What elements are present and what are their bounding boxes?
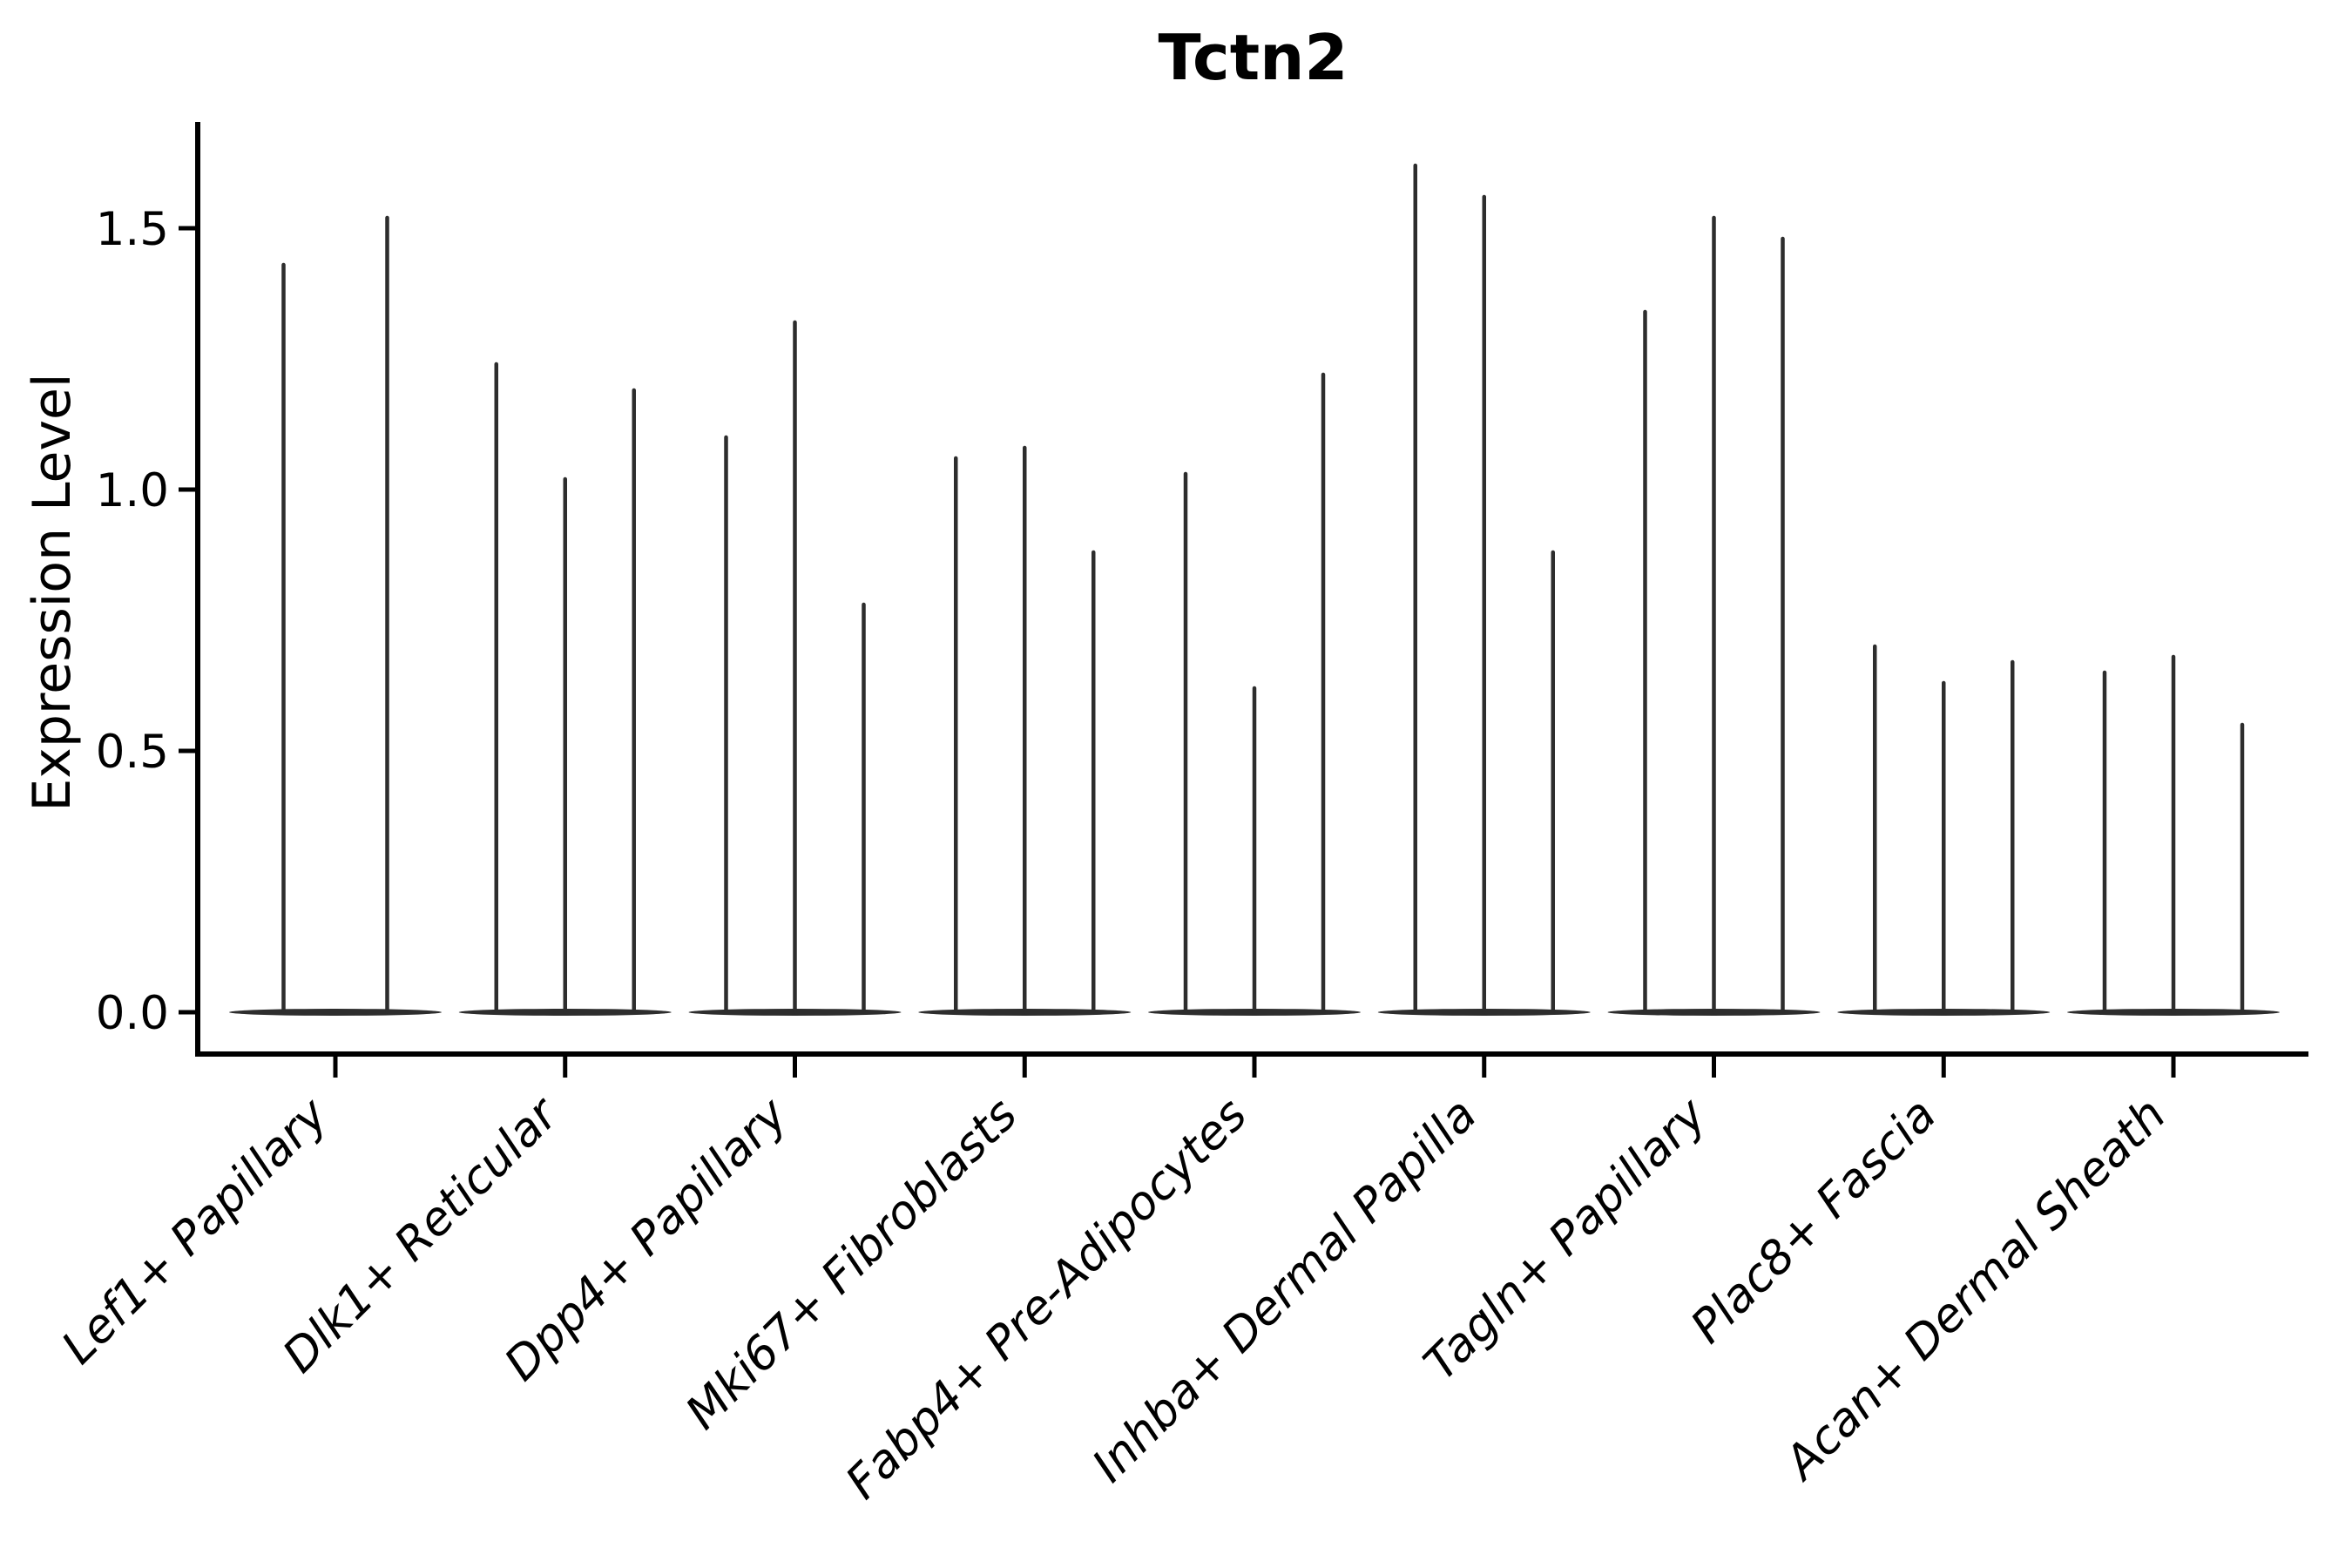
y-tick-label: 1.5 (96, 203, 169, 256)
x-tick-label: Plac8+ Fascia (1681, 1088, 1947, 1354)
x-tick-label: Inhba+ Dermal Papilla (1083, 1088, 1487, 1492)
violin-base (229, 1009, 442, 1016)
y-tick-label: 0.5 (96, 726, 169, 779)
y-tick-label: 1.0 (96, 464, 169, 517)
y-axis-ticks: 0.0 0.5 1.0 1.5 (96, 203, 195, 1040)
chart-title: Tctn2 (1158, 21, 1348, 94)
x-tick-label: Fabp4+ Pre-Adipocytes (836, 1088, 1258, 1510)
y-tick-label: 0.0 (96, 987, 169, 1040)
x-tick-label: Acan+ Dermal Sheath (1774, 1088, 2177, 1491)
violins-group (229, 163, 2280, 1016)
